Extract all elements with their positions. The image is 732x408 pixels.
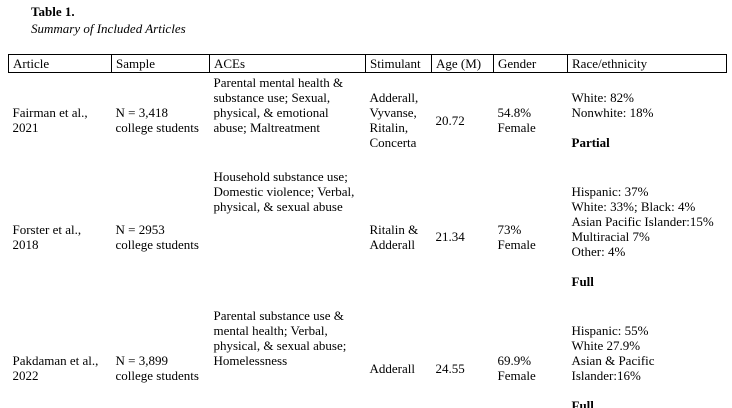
cell-aces: Household substance use; Domestic violen…	[213, 169, 355, 214]
cell-stimulant: Adderall	[369, 360, 415, 376]
cell-aces: Parental mental health & substance use; …	[213, 75, 344, 135]
column-header-gender: Gender	[493, 54, 568, 73]
cell-article: Pakdaman et al., 2022	[12, 353, 99, 383]
summary-table: Article Sample ACEs Stimulant Age (M) Ge…	[8, 54, 727, 408]
cell-race: Hispanic: 37% White: 33%; Black: 4% Asia…	[568, 167, 727, 306]
cell-race: Hispanic: 55% White 27.9% Asian & Pacifi…	[568, 306, 727, 408]
column-header-race: Race/ethnicity	[567, 54, 727, 73]
cell-age: 24.55	[435, 360, 465, 376]
cell-article: Fairman et al., 2021	[12, 105, 88, 135]
cell-age: 20.72	[435, 112, 465, 128]
race-coverage-emphasis: Full	[571, 398, 594, 408]
cell-sample: N = 3,418 college students	[115, 105, 199, 135]
column-header-stimulant: Stimulant	[365, 54, 432, 73]
cell-stimulant: Adderall, Vyvanse, Ritalin, Concerta	[369, 90, 419, 150]
cell-gender: 69.9% Female	[497, 353, 536, 383]
cell-race: White: 82% Nonwhite: 18% Partial	[568, 73, 727, 168]
column-header-article: Article	[8, 54, 112, 73]
column-header-aces: ACEs	[209, 54, 366, 73]
cell-gender: 73% Female	[497, 221, 536, 252]
table-row-forster: Forster et al., 2018 N = 2953 college st…	[9, 167, 727, 306]
table-row-pakdaman: Pakdaman et al., 2022 N = 3,899 college …	[9, 306, 727, 408]
column-header-sample: Sample	[111, 54, 210, 73]
table-caption: Summary of Included Articles	[31, 21, 186, 36]
race-breakdown: Hispanic: 55% White 27.9% Asian & Pacifi…	[571, 323, 655, 383]
cell-gender: 54.8% Female	[497, 105, 536, 135]
cell-sample: N = 2953 college students	[115, 221, 199, 252]
table-heading: Table 1. Summary of Included Articles	[31, 4, 186, 36]
race-coverage-emphasis: Full	[571, 274, 594, 289]
cell-article: Forster et al., 2018	[12, 221, 82, 252]
table-number: Table 1.	[31, 4, 75, 19]
cell-sample: N = 3,899 college students	[115, 353, 199, 383]
table-header-row: Article Sample ACEs Stimulant Age (M) Ge…	[8, 54, 727, 73]
race-coverage-emphasis: Partial	[571, 135, 610, 150]
race-breakdown: White: 82% Nonwhite: 18%	[571, 90, 654, 120]
cell-age: 21.34	[435, 229, 465, 244]
cell-aces: Parental substance use & mental health; …	[213, 308, 347, 368]
race-breakdown: Hispanic: 37% White: 33%; Black: 4% Asia…	[571, 184, 714, 259]
cell-stimulant: Ritalin & Adderall	[369, 221, 419, 252]
column-header-age: Age (M)	[431, 54, 494, 73]
table-row-fairman: Fairman et al., 2021 N = 3,418 college s…	[9, 73, 727, 168]
